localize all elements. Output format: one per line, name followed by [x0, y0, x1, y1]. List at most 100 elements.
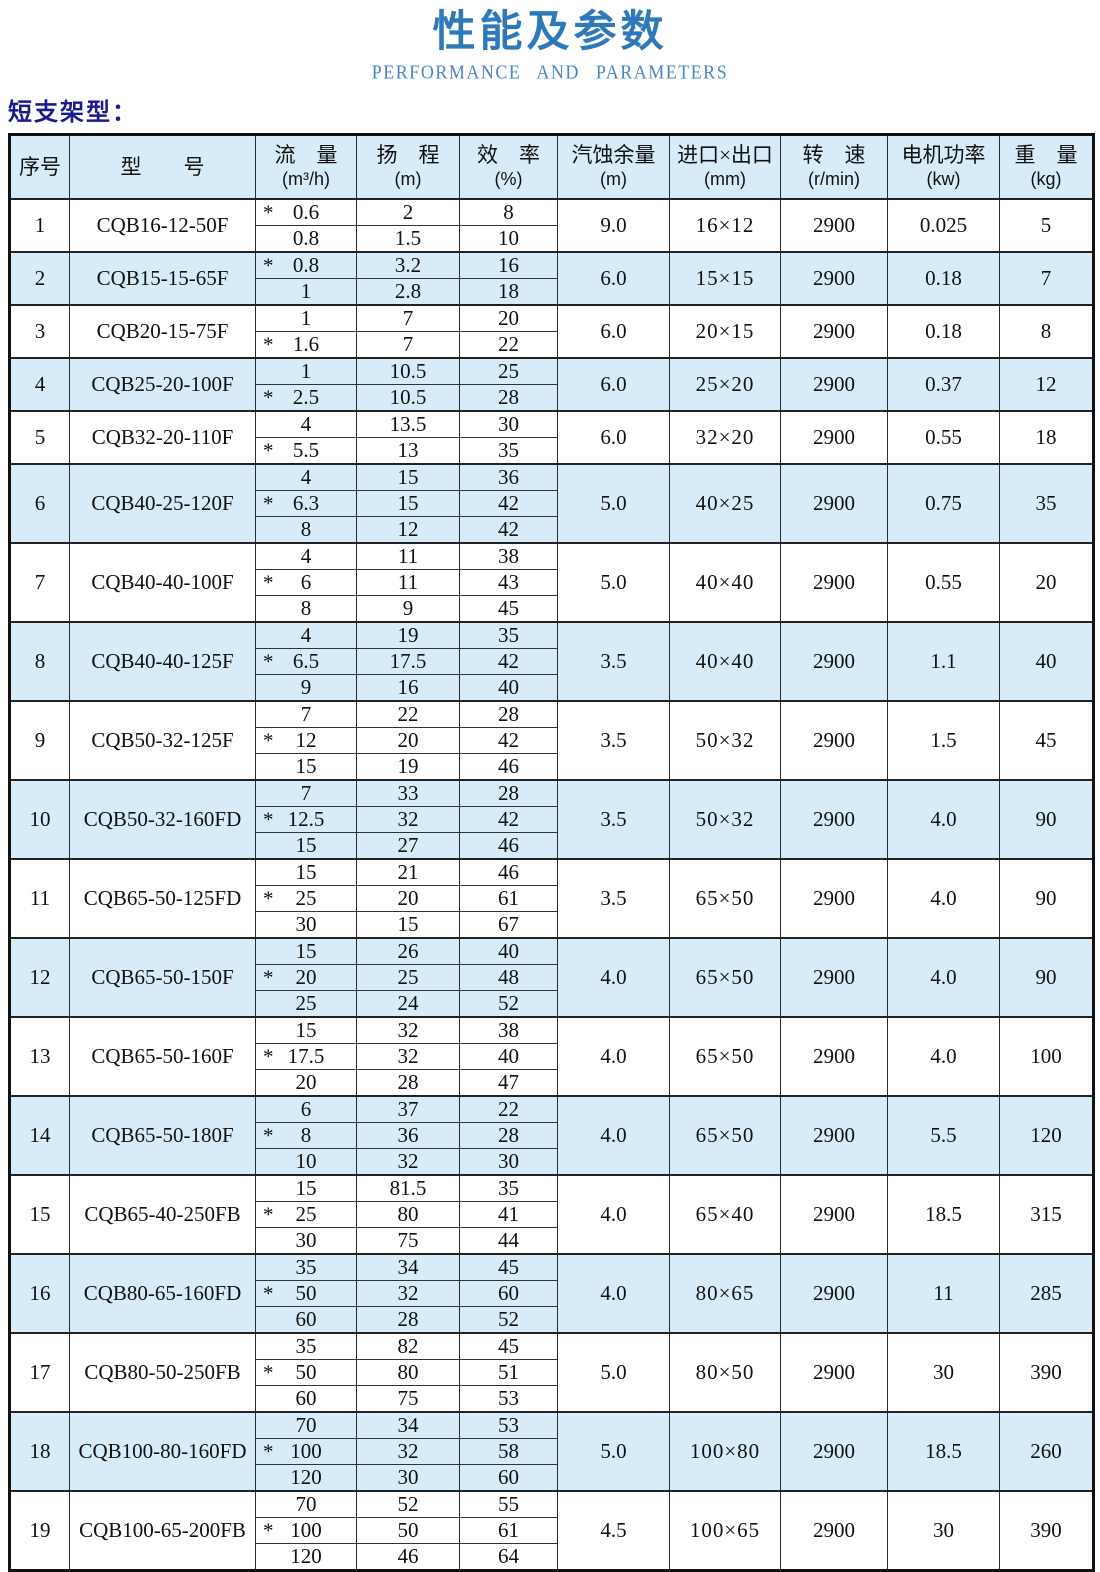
head-cell: 13: [357, 438, 460, 464]
speed-cell: 2900: [780, 858, 888, 939]
row-index-cell: 16: [9, 1253, 70, 1334]
flow-cell: 15: [256, 754, 358, 780]
weight-cell: 7: [999, 251, 1094, 306]
rated-point-marker: *: [263, 1439, 274, 1464]
efficiency-cell-value: 51: [498, 1360, 519, 1385]
motor-power-cell: 5.5: [887, 1095, 1000, 1176]
duty-points-grid: 35 82 45 * 50 80 51 60 75 53: [256, 1334, 557, 1412]
model-cell: CQB50-32-125F: [69, 700, 256, 781]
flow-cell-value: 1: [300, 279, 312, 304]
flow-cell-value: 15: [295, 833, 317, 858]
efficiency-cell: 45: [460, 1334, 557, 1359]
flow-cell-value: 7: [300, 702, 312, 727]
inlet-outlet-cell: 65×40: [669, 1174, 781, 1255]
flow-cell: * 20: [256, 965, 358, 991]
flow-cell-value: 50: [295, 1281, 317, 1306]
motor-power-cell: 4.0: [887, 779, 1000, 860]
efficiency-cell-value: 18: [498, 279, 519, 304]
header-speed: 转 速 (r/min): [780, 134, 888, 200]
efficiency-cell-value: 20: [498, 306, 519, 331]
duty-point-row: * 12 20 42: [256, 728, 557, 755]
header-index-label: 序号: [19, 154, 61, 179]
efficiency-cell: 40: [460, 1044, 557, 1069]
duty-points-grid: 6 37 22 * 8 36 28 10 32 30: [256, 1097, 557, 1175]
row-index-cell: 15: [9, 1174, 70, 1255]
rated-point-marker: *: [263, 570, 274, 595]
npsh-cell: 5.0: [557, 463, 670, 544]
header-efficiency-label: 效 率: [477, 143, 540, 168]
model-cell: CQB80-50-250FB: [69, 1332, 256, 1413]
header-weight-unit: (kg): [1030, 169, 1062, 190]
rated-point-marker: *: [263, 1360, 274, 1385]
duty-point-row: * 25 80 41: [256, 1202, 557, 1229]
efficiency-cell-value: 28: [498, 1123, 519, 1148]
head-cell: 20: [357, 886, 460, 912]
weight-cell: 120: [999, 1095, 1094, 1176]
motor-power-cell: 30: [887, 1332, 1000, 1413]
flow-cell-value: 1.6: [292, 332, 320, 357]
motor-power-cell: 4.0: [887, 858, 1000, 939]
npsh-cell: 3.5: [557, 858, 670, 939]
efficiency-cell: 28: [460, 385, 557, 410]
flow-cell-value: 0.8: [292, 226, 320, 251]
efficiency-cell-value: 40: [498, 1044, 519, 1069]
duty-points-grid: * 0.6 2 8 0.8 1.5 10: [256, 200, 557, 252]
flow-cell: 35: [256, 1334, 358, 1360]
head-cell-value: 80: [397, 1202, 419, 1227]
flow-cell: 4: [256, 623, 358, 649]
head-cell: 20: [357, 728, 460, 754]
inlet-outlet-cell: 100×80: [669, 1411, 781, 1492]
flow-cell-value: 25: [295, 1202, 317, 1227]
efficiency-cell: 30: [460, 412, 557, 437]
efficiency-cell: 20: [460, 306, 557, 331]
duty-point-row: * 6.5 17.5 42: [256, 649, 557, 676]
duty-points-grid: 4 15 36 * 6.3 15 42 8 12 42: [256, 465, 557, 543]
rated-point-marker: *: [263, 728, 274, 753]
weight-cell: 100: [999, 1016, 1094, 1097]
duty-point-row: * 1.6 7 22: [256, 332, 557, 358]
flow-head-eff-cell: 4 15 36 * 6.3 15 42 8 12 42: [255, 463, 558, 544]
npsh-cell: 4.0: [557, 1174, 670, 1255]
efficiency-cell-value: 52: [498, 991, 519, 1016]
flow-cell-value: 15: [295, 1018, 317, 1043]
flow-cell: * 17.5: [256, 1044, 358, 1070]
head-cell: 75: [357, 1228, 460, 1254]
duty-point-row: 70 34 53: [256, 1413, 557, 1440]
rated-point-marker: *: [263, 253, 274, 278]
efficiency-cell-value: 40: [498, 939, 519, 964]
head-cell-value: 11: [397, 570, 419, 595]
head-cell: 7: [357, 306, 460, 332]
model-cell: CQB40-40-125F: [69, 621, 256, 702]
efficiency-cell-value: 35: [498, 438, 519, 463]
flow-cell: 7: [256, 702, 358, 728]
flow-head-eff-cell: 7 22 28 * 12 20 42 15 19 46: [255, 700, 558, 781]
duty-point-row: 15 32 38: [256, 1018, 557, 1045]
flow-cell: 120: [256, 1465, 358, 1491]
flow-cell-value: 20: [295, 965, 317, 990]
speed-cell: 2900: [780, 1253, 888, 1334]
head-cell: 26: [357, 939, 460, 965]
duty-point-row: * 50 32 60: [256, 1281, 557, 1308]
duty-points-grid: 70 52 55 * 100 50 61 120 46 64: [256, 1492, 557, 1570]
flow-cell-value: 35: [295, 1255, 317, 1280]
table-row: 13 CQB65-50-160F 15 32 38 * 17.5 32 40 20 28 47 4.0 6…: [9, 1016, 1094, 1097]
row-index-cell: 13: [9, 1016, 70, 1097]
flow-cell: 4: [256, 544, 358, 570]
efficiency-cell: 60: [460, 1281, 557, 1306]
head-cell-value: 3.2: [394, 253, 422, 278]
head-cell: 17.5: [357, 649, 460, 675]
flow-cell: * 25: [256, 886, 358, 912]
head-cell: 22: [357, 702, 460, 728]
efficiency-cell: 45: [460, 596, 557, 621]
inlet-outlet-cell: 65×50: [669, 1095, 781, 1176]
flow-cell: * 2.5: [256, 385, 358, 411]
rated-point-marker: *: [263, 385, 274, 410]
head-cell: 34: [357, 1255, 460, 1281]
flow-cell-value: 12: [295, 728, 317, 753]
duty-point-row: * 100 32 58: [256, 1439, 557, 1466]
duty-points-grid: 1 10.5 25 * 2.5 10.5 28: [256, 359, 557, 411]
flow-cell: * 1.6: [256, 332, 358, 358]
model-cell: CQB65-50-150F: [69, 937, 256, 1018]
table-row: 12 CQB65-50-150F 15 26 40 * 20 25 48 25 24 52 4.0 65×…: [9, 937, 1094, 1018]
flow-cell: 120: [256, 1544, 358, 1570]
